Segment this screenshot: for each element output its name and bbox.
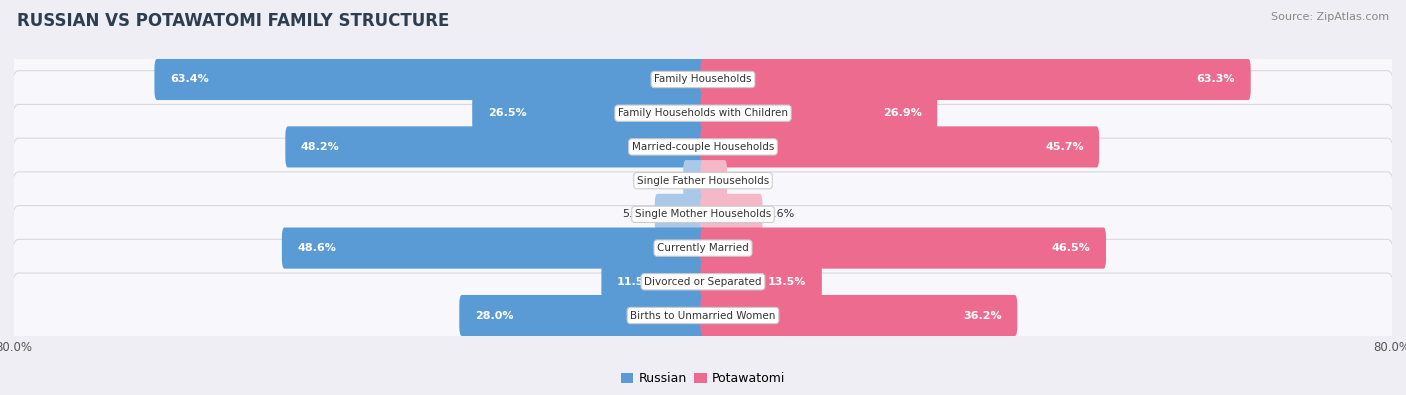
FancyBboxPatch shape [285,126,706,167]
FancyBboxPatch shape [281,228,706,269]
FancyBboxPatch shape [700,160,727,201]
FancyBboxPatch shape [700,59,1251,100]
FancyBboxPatch shape [11,138,1395,223]
FancyBboxPatch shape [155,59,706,100]
Text: Family Households: Family Households [654,75,752,85]
Text: 11.5%: 11.5% [617,277,655,287]
FancyBboxPatch shape [11,273,1395,358]
Text: 26.9%: 26.9% [883,108,922,118]
Text: 2.0%: 2.0% [651,176,679,186]
FancyBboxPatch shape [700,194,762,235]
Text: 6.6%: 6.6% [766,209,794,219]
Text: Single Mother Households: Single Mother Households [636,209,770,219]
Text: 28.0%: 28.0% [475,310,513,320]
Text: Married-couple Households: Married-couple Households [631,142,775,152]
FancyBboxPatch shape [683,160,706,201]
Text: 5.3%: 5.3% [623,209,651,219]
FancyBboxPatch shape [11,71,1395,156]
FancyBboxPatch shape [700,228,1107,269]
FancyBboxPatch shape [11,104,1395,190]
Text: 48.2%: 48.2% [301,142,340,152]
FancyBboxPatch shape [11,172,1395,257]
Text: 63.3%: 63.3% [1197,75,1236,85]
Text: Source: ZipAtlas.com: Source: ZipAtlas.com [1271,12,1389,22]
Text: 36.2%: 36.2% [963,310,1002,320]
FancyBboxPatch shape [700,295,1018,336]
Text: 45.7%: 45.7% [1045,142,1084,152]
FancyBboxPatch shape [472,93,706,134]
Text: Births to Unmarried Women: Births to Unmarried Women [630,310,776,320]
Text: RUSSIAN VS POTAWATOMI FAMILY STRUCTURE: RUSSIAN VS POTAWATOMI FAMILY STRUCTURE [17,12,450,30]
Text: Divorced or Separated: Divorced or Separated [644,277,762,287]
Text: 26.5%: 26.5% [488,108,526,118]
FancyBboxPatch shape [655,194,706,235]
Text: 63.4%: 63.4% [170,75,208,85]
FancyBboxPatch shape [11,37,1395,122]
Text: Family Households with Children: Family Households with Children [619,108,787,118]
FancyBboxPatch shape [11,239,1395,324]
FancyBboxPatch shape [700,126,1099,167]
Text: Currently Married: Currently Married [657,243,749,253]
Text: 48.6%: 48.6% [298,243,336,253]
Text: 2.5%: 2.5% [731,176,759,186]
Text: Single Father Households: Single Father Households [637,176,769,186]
Text: 46.5%: 46.5% [1052,243,1091,253]
Text: 13.5%: 13.5% [768,277,807,287]
FancyBboxPatch shape [11,205,1395,291]
FancyBboxPatch shape [700,93,938,134]
FancyBboxPatch shape [700,261,823,302]
FancyBboxPatch shape [460,295,706,336]
Legend: Russian, Potawatomi: Russian, Potawatomi [616,367,790,390]
FancyBboxPatch shape [602,261,706,302]
